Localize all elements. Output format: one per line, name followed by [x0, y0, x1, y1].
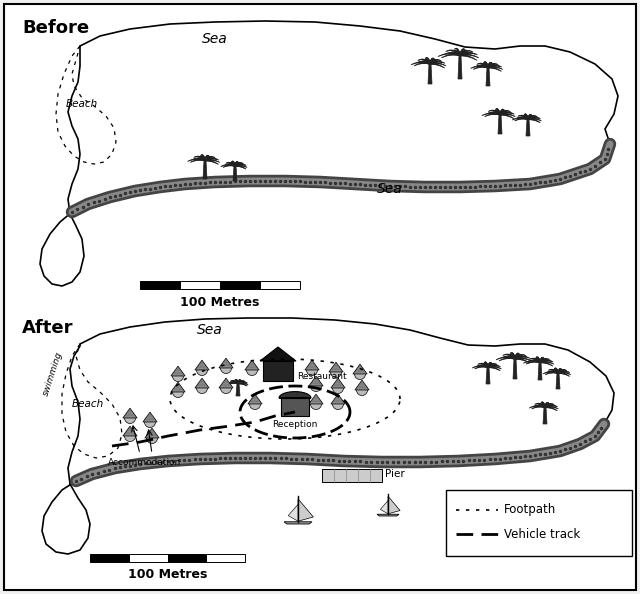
Polygon shape: [310, 381, 321, 391]
Text: Sea: Sea: [202, 32, 228, 46]
Text: Restaurant: Restaurant: [297, 372, 347, 381]
Text: Beach: Beach: [66, 99, 98, 109]
Polygon shape: [196, 383, 207, 393]
Polygon shape: [288, 504, 298, 521]
Polygon shape: [331, 378, 345, 388]
Bar: [206, 554, 245, 562]
Polygon shape: [556, 373, 560, 389]
Polygon shape: [309, 376, 323, 386]
Polygon shape: [219, 378, 233, 388]
Bar: [180, 281, 220, 289]
Text: Accommodation: Accommodation: [108, 458, 182, 467]
Polygon shape: [203, 160, 207, 179]
Polygon shape: [233, 166, 237, 181]
Polygon shape: [298, 499, 314, 521]
Polygon shape: [145, 416, 156, 428]
Bar: [260, 281, 300, 289]
Text: Beach: Beach: [72, 399, 104, 409]
Text: 100 Metres: 100 Metres: [180, 296, 260, 309]
Polygon shape: [353, 364, 367, 374]
Polygon shape: [356, 384, 367, 396]
Bar: [90, 554, 129, 562]
Polygon shape: [250, 399, 260, 409]
Polygon shape: [221, 362, 232, 374]
Polygon shape: [173, 371, 184, 381]
Polygon shape: [388, 496, 400, 514]
FancyBboxPatch shape: [4, 4, 636, 590]
Polygon shape: [333, 399, 344, 409]
Text: Footpath: Footpath: [504, 504, 556, 517]
Polygon shape: [355, 368, 365, 380]
Polygon shape: [458, 55, 462, 79]
Text: Sea: Sea: [377, 182, 403, 196]
FancyBboxPatch shape: [446, 490, 632, 556]
Polygon shape: [145, 428, 159, 438]
Text: After: After: [22, 319, 74, 337]
Polygon shape: [123, 408, 137, 418]
Polygon shape: [329, 362, 343, 372]
Polygon shape: [173, 387, 184, 397]
Polygon shape: [279, 391, 311, 398]
Polygon shape: [307, 365, 317, 375]
Polygon shape: [428, 64, 432, 84]
Polygon shape: [143, 412, 157, 422]
Text: Before: Before: [22, 19, 89, 37]
Polygon shape: [309, 394, 323, 404]
Polygon shape: [380, 501, 388, 514]
Polygon shape: [147, 432, 157, 444]
Polygon shape: [260, 347, 296, 361]
Polygon shape: [171, 366, 185, 376]
Text: Vehicle track: Vehicle track: [504, 527, 580, 541]
Polygon shape: [543, 407, 547, 424]
Bar: [129, 554, 168, 562]
Polygon shape: [219, 358, 233, 368]
Polygon shape: [310, 399, 321, 409]
Polygon shape: [377, 514, 399, 516]
Polygon shape: [42, 318, 614, 554]
Polygon shape: [221, 383, 232, 393]
Text: Pier: Pier: [385, 469, 404, 479]
Text: swimming: swimming: [42, 350, 65, 397]
Polygon shape: [125, 412, 136, 424]
Polygon shape: [331, 394, 345, 404]
Bar: [168, 554, 206, 562]
Polygon shape: [513, 359, 517, 379]
Polygon shape: [248, 394, 262, 404]
Polygon shape: [538, 362, 542, 380]
Polygon shape: [195, 360, 209, 370]
Polygon shape: [486, 67, 490, 86]
Bar: [322, 469, 382, 482]
Polygon shape: [486, 367, 490, 384]
Polygon shape: [245, 360, 259, 370]
Polygon shape: [171, 382, 185, 392]
Polygon shape: [330, 366, 342, 378]
Bar: [140, 281, 180, 289]
Polygon shape: [40, 21, 618, 286]
Polygon shape: [305, 360, 319, 370]
Text: Sea: Sea: [197, 323, 223, 337]
Polygon shape: [123, 426, 137, 436]
Bar: [220, 281, 260, 289]
Text: 100 Metres: 100 Metres: [128, 568, 208, 581]
Polygon shape: [284, 522, 312, 524]
Polygon shape: [526, 119, 530, 136]
Polygon shape: [236, 383, 240, 396]
Polygon shape: [196, 365, 207, 375]
Polygon shape: [125, 431, 136, 441]
Polygon shape: [263, 361, 293, 381]
Polygon shape: [498, 115, 502, 134]
Polygon shape: [195, 378, 209, 388]
Polygon shape: [355, 380, 369, 390]
Text: Reception: Reception: [272, 420, 317, 429]
Polygon shape: [281, 398, 309, 416]
Polygon shape: [246, 365, 257, 375]
Polygon shape: [333, 383, 344, 393]
